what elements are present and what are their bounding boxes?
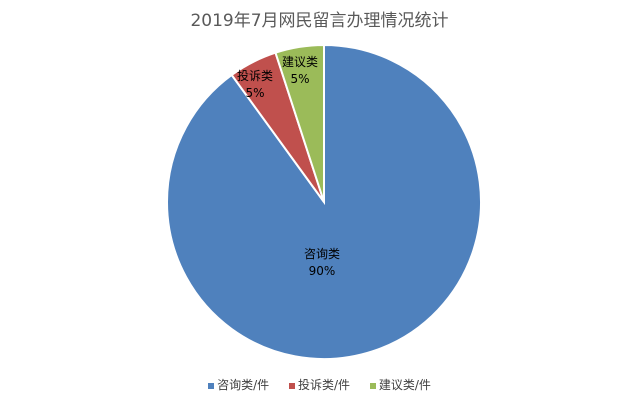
legend-item-complaint: 投诉类/件 [288, 376, 351, 393]
legend-label: 咨询类/件 [217, 378, 270, 392]
legend-label: 建议类/件 [378, 378, 431, 392]
data-label-name: 投诉类 [237, 68, 273, 83]
legend-swatch-icon [208, 382, 215, 389]
legend-label: 投诉类/件 [297, 378, 351, 392]
chart-legend: 咨询类/件 投诉类/件 建议类/件 [0, 376, 639, 393]
pie-slice-2 [274, 43, 325, 203]
data-label-value: 90% [309, 264, 336, 278]
pie-data-labels: 咨询类 90% 投诉类 5% 建议类 5% [237, 55, 340, 278]
legend-swatch-icon [369, 382, 376, 389]
chart-title: 2019年7月网民留言办理情况统计 [190, 11, 449, 31]
pie-slices [166, 43, 482, 360]
data-label-name: 建议类 [282, 55, 318, 69]
data-label-name: 咨询类 [304, 246, 340, 261]
data-label-value: 5% [290, 72, 309, 86]
data-label-value: 5% [245, 86, 264, 100]
legend-item-suggestion: 建议类/件 [369, 376, 431, 393]
legend-swatch-icon [288, 382, 295, 389]
legend-item-consult: 咨询类/件 [208, 376, 269, 393]
